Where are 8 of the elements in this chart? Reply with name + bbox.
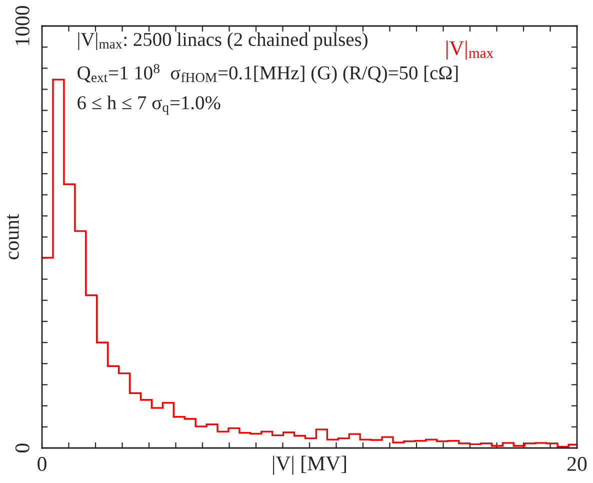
text: |V|$_{max}$: [446, 40, 494, 60]
annotation: Q$_{ext}$=1 10$^{8}$ σ$_{fHOM}$=0.1[MHz] (G) (R/Q)=50 [cΩ]: [78, 64, 458, 84]
y-tick-label: 1000: [15, 6, 30, 45]
x-axis-title: |V| [MV]: [273, 456, 346, 475]
y-axis-title: count: [6, 214, 19, 260]
annotation: 6 ≤ h ≤ 7 σ$_{q}$=1.0%: [78, 96, 220, 115]
annotation: |V|$_{max}$: 2500 linacs (2 chained pulses): [78, 32, 368, 50]
x-tick-label: 20: [568, 456, 587, 471]
